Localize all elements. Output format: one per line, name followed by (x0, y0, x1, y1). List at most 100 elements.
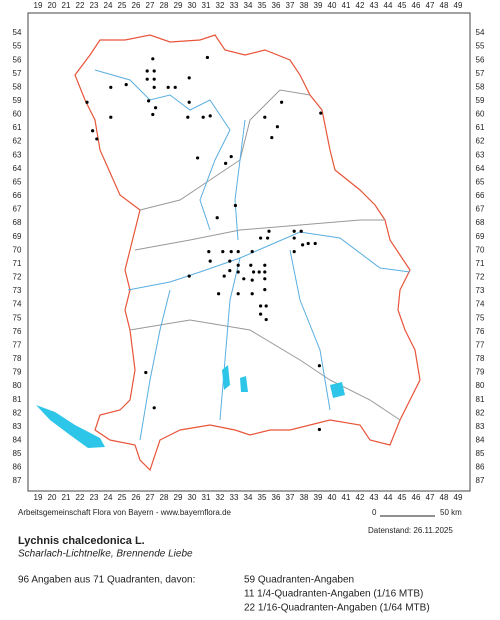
occurrence-dot (236, 263, 240, 267)
occurrence-dot (263, 263, 267, 267)
river (289, 249, 331, 411)
y-label: 63 (476, 150, 485, 159)
x-label: 32 (216, 493, 225, 502)
y-label: 63 (13, 150, 22, 159)
y-label: 65 (13, 177, 22, 186)
x-label: 38 (300, 493, 309, 502)
y-label: 55 (476, 42, 485, 51)
occurrence-dot (187, 274, 191, 278)
occurrence-dot (266, 236, 270, 240)
y-label: 59 (476, 96, 485, 105)
y-label: 72 (13, 273, 22, 282)
occurrence-dot (208, 259, 212, 263)
y-label: 64 (13, 164, 22, 173)
x-label: 36 (272, 493, 281, 502)
occurrence-dot (151, 57, 155, 61)
occurrence-dot (196, 156, 200, 160)
x-label: 43 (370, 493, 379, 502)
occurrence-dot (229, 250, 233, 254)
occurrence-dot (270, 135, 274, 140)
y-label: 67 (13, 205, 22, 214)
x-label: 27 (146, 1, 155, 10)
occurrence-dot (250, 278, 254, 282)
occurrence-dot (217, 292, 221, 296)
y-label: 64 (476, 164, 485, 173)
occurrence-dot (109, 85, 113, 89)
credit: Arbeitsgemeinschaft Flora von Bayern - w… (18, 508, 232, 517)
x-label: 28 (160, 493, 169, 502)
y-label: 79 (13, 368, 22, 377)
occurrence-dot (228, 259, 232, 263)
stats-line: 11 1/4-Quadranten-Angaben (1/16 MTB) (244, 589, 423, 600)
stats-line: 22 1/16-Quadranten-Angaben (1/64 MTB) (244, 603, 430, 614)
occurrence-dot (236, 270, 240, 274)
x-label: 37 (286, 1, 295, 10)
x-label: 41 (342, 493, 351, 502)
x-label: 19 (34, 1, 43, 10)
x-label: 26 (132, 1, 141, 10)
scale-end: 50 km (440, 508, 462, 517)
y-label: 56 (13, 55, 22, 64)
y-label: 84 (476, 436, 485, 445)
y-label: 87 (476, 476, 485, 485)
y-label: 77 (476, 340, 485, 349)
y-label: 71 (13, 259, 22, 268)
y-label: 60 (13, 110, 22, 119)
x-label: 19 (34, 493, 43, 502)
region-border (134, 219, 385, 251)
y-label: 76 (476, 327, 485, 336)
date: Datenstand: 26.11.2025 (368, 526, 453, 535)
occurrence-dot (152, 69, 156, 73)
river (127, 231, 411, 291)
occurrence-dot (233, 203, 237, 208)
y-label: 81 (13, 395, 22, 404)
x-label: 30 (188, 493, 197, 502)
y-label: 78 (476, 354, 485, 363)
occurrence-dot (222, 274, 226, 278)
occurrence-dot (292, 250, 296, 254)
occurrence-dot (95, 137, 99, 141)
x-label: 20 (48, 1, 57, 10)
occurrence-dot (124, 83, 128, 87)
lake (222, 365, 230, 390)
occurrence-dot (152, 77, 156, 81)
occurrence-dot (154, 106, 158, 110)
x-label: 33 (230, 493, 239, 502)
stats-summary: 96 Angaben aus 71 Quadranten, davon: (18, 575, 195, 586)
x-label: 25 (118, 493, 127, 502)
y-label: 69 (13, 232, 22, 241)
y-label: 80 (476, 381, 485, 390)
occurrence-dot (264, 317, 268, 322)
y-label: 75 (476, 313, 485, 322)
y-label: 54 (13, 28, 22, 37)
x-label: 31 (202, 493, 211, 502)
x-label: 49 (454, 493, 463, 502)
y-label: 73 (476, 286, 485, 295)
y-label: 84 (13, 436, 22, 445)
x-label: 36 (272, 1, 281, 10)
y-label: 56 (476, 55, 485, 64)
x-label: 39 (314, 1, 323, 10)
occurrence-dot (144, 370, 148, 375)
lake (330, 382, 345, 398)
x-label: 48 (440, 493, 449, 502)
occurrence-dot (263, 288, 267, 292)
stats-line: 59 Quadranten-Angaben (244, 575, 354, 586)
occurrence-dot (299, 229, 303, 233)
river (94, 69, 231, 231)
x-label: 28 (160, 1, 169, 10)
x-label: 24 (104, 1, 113, 10)
y-label: 74 (476, 300, 485, 309)
occurrence-dot (264, 304, 268, 308)
x-label: 49 (454, 1, 463, 10)
y-label: 66 (13, 191, 22, 200)
lake (36, 405, 105, 448)
occurrence-dot (147, 99, 151, 103)
y-label: 59 (13, 96, 22, 105)
x-label: 41 (342, 1, 351, 10)
river (139, 289, 171, 441)
x-label: 33 (230, 1, 239, 10)
y-label: 58 (13, 82, 22, 91)
y-label: 74 (13, 300, 22, 309)
